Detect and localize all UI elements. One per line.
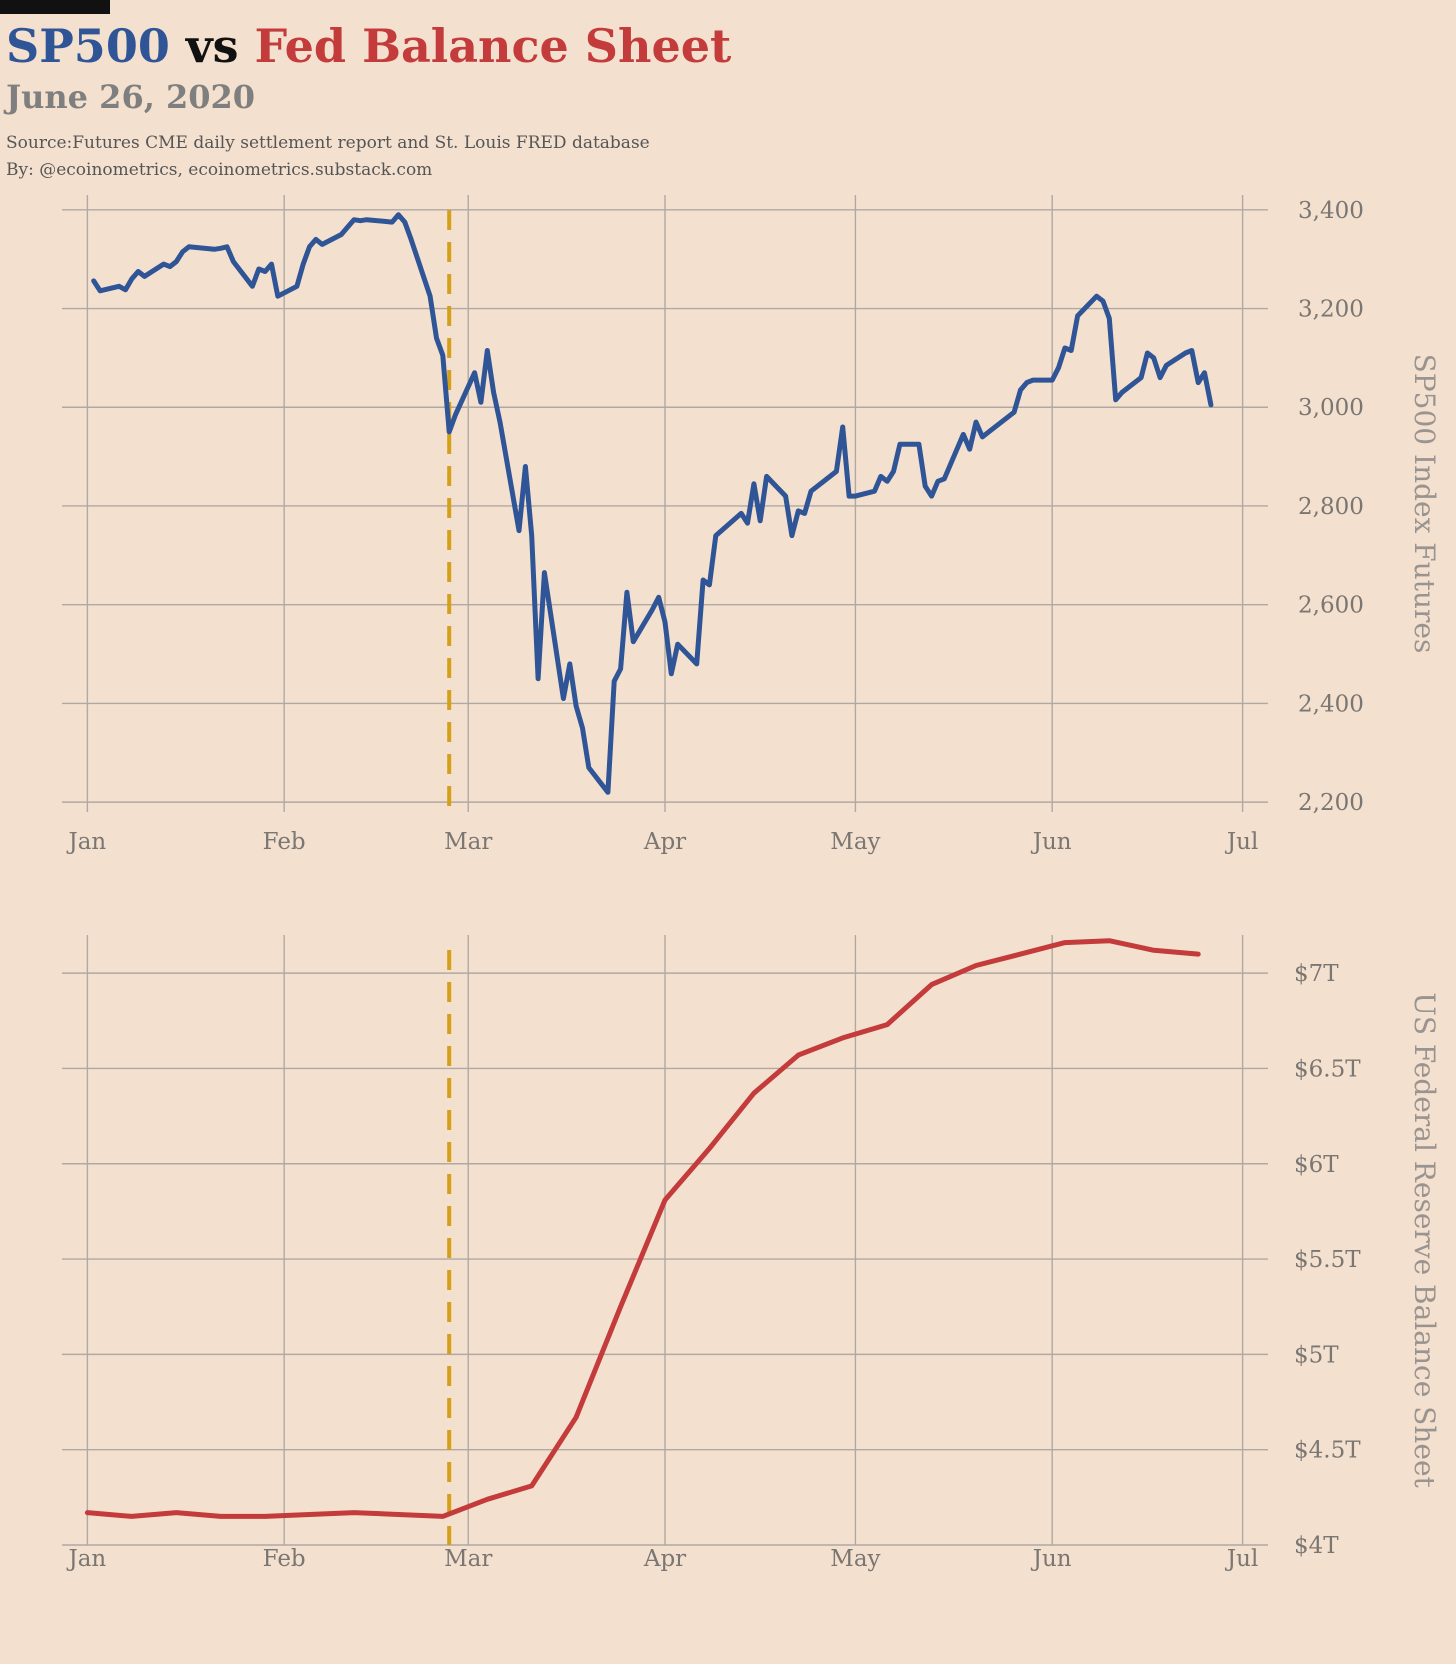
byline-caption: By: @ecoinometrics, ecoinometrics.substa… [6, 160, 433, 180]
x-tick-label: Jul [1225, 829, 1258, 855]
y-tick-label: $6.5T [1294, 1056, 1361, 1082]
y-tick-label: 3,400 [1298, 198, 1364, 224]
y-tick-label: 2,800 [1298, 494, 1364, 520]
x-tick-label: Jan [67, 829, 107, 855]
series-line [91, 212, 1214, 795]
chart-title: SP500 vs Fed Balance Sheet [6, 16, 731, 76]
x-tick-label: Apr [643, 1546, 686, 1572]
y-tick-label: $4T [1294, 1533, 1339, 1559]
y-tick-label: 2,200 [1298, 790, 1364, 816]
x-tick-label: Feb [263, 1546, 306, 1572]
x-tick-label: Jun [1031, 829, 1072, 855]
series-line [84, 938, 1201, 1519]
header: SP500 vs Fed Balance Sheet June 26, 2020… [6, 16, 731, 184]
title-vs: vs [169, 19, 255, 73]
x-tick-label: May [830, 1546, 880, 1572]
x-tick-label: Apr [643, 829, 686, 855]
x-tick-label: Feb [263, 829, 306, 855]
y-axis-title: SP500 Index Futures [1408, 354, 1441, 654]
y-tick-label: $5T [1294, 1342, 1339, 1368]
y-tick-label: $5.5T [1294, 1247, 1361, 1273]
y-tick-label: 2,400 [1298, 691, 1364, 717]
y-tick-label: $6T [1294, 1152, 1339, 1178]
y-axis-title: US Federal Reserve Balance Sheet [1408, 992, 1441, 1488]
x-tick-label: Jun [1031, 1546, 1072, 1572]
y-tick-label: 2,600 [1298, 593, 1364, 619]
y-tick-label: 3,000 [1298, 395, 1364, 421]
chart-subtitle: June 26, 2020 [6, 78, 256, 116]
source-caption: Source:Futures CME daily settlement repo… [6, 133, 650, 153]
x-tick-label: Jul [1225, 1546, 1258, 1572]
title-sp500: SP500 [6, 19, 170, 73]
x-tick-label: Mar [444, 829, 492, 855]
title-fed: Fed Balance Sheet [254, 19, 732, 73]
y-tick-label: $7T [1294, 961, 1339, 987]
x-tick-label: Jan [67, 1546, 107, 1572]
y-tick-label: $4.5T [1294, 1438, 1361, 1464]
x-tick-label: May [830, 829, 880, 855]
y-tick-label: 3,200 [1298, 297, 1364, 323]
x-tick-label: Mar [444, 1546, 492, 1572]
corner-bar [0, 0, 110, 14]
